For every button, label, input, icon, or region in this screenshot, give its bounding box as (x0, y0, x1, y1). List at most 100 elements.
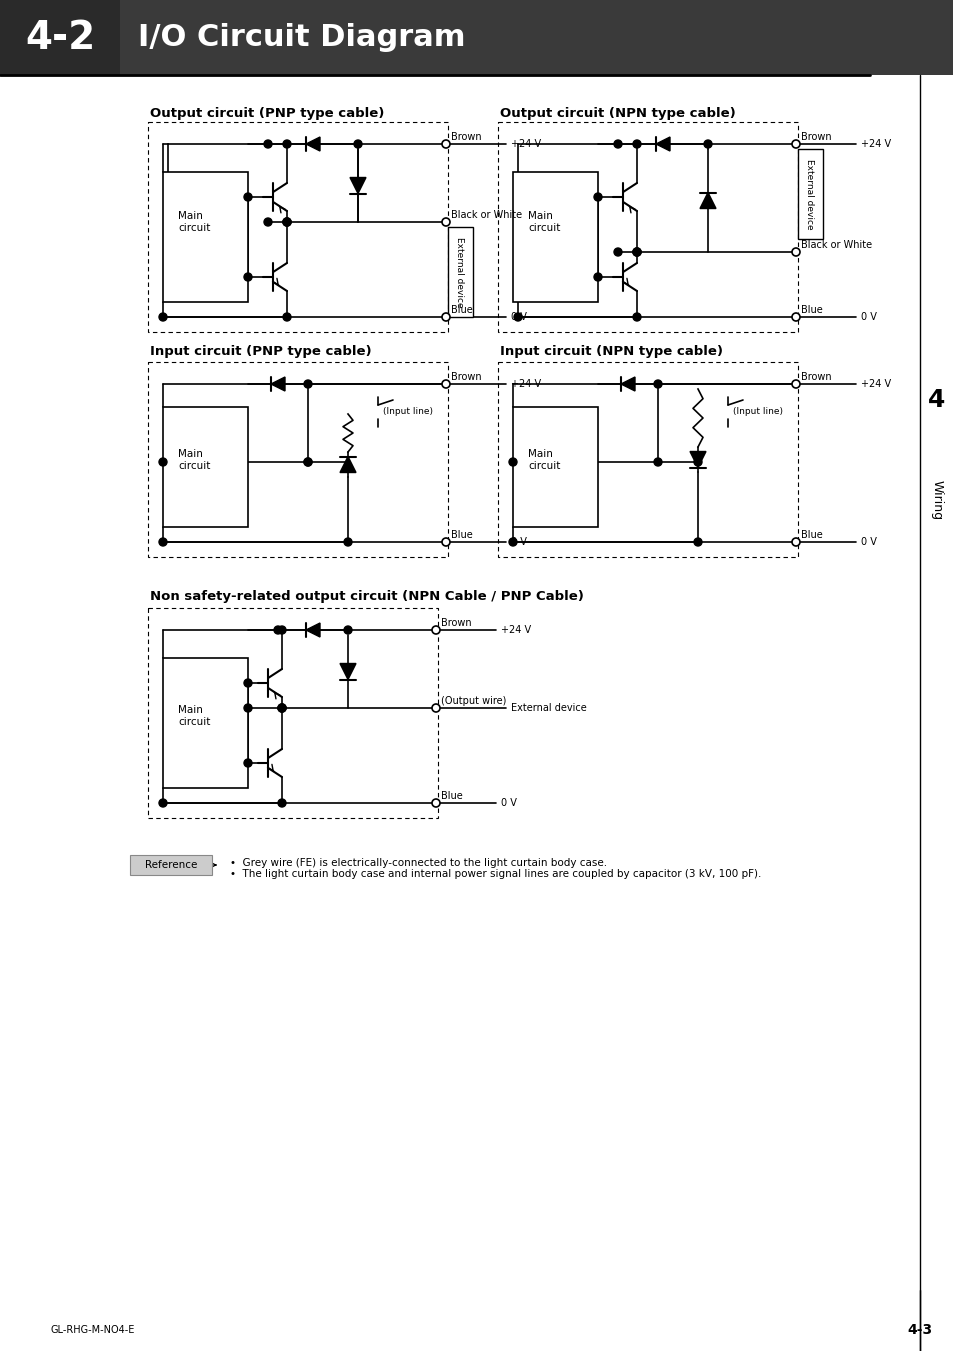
Text: Brown: Brown (440, 617, 471, 628)
Polygon shape (350, 177, 366, 193)
Bar (148, 122, 448, 332)
Circle shape (354, 141, 361, 149)
Circle shape (441, 313, 450, 322)
Circle shape (633, 249, 640, 255)
Circle shape (304, 380, 312, 388)
Polygon shape (620, 377, 635, 390)
Text: +24 V: +24 V (511, 139, 540, 149)
Text: 4-3: 4-3 (906, 1323, 932, 1337)
Bar (497, 362, 797, 557)
Circle shape (264, 218, 272, 226)
Circle shape (159, 313, 167, 322)
Text: GL-RHG-M-NO4-E: GL-RHG-M-NO4-E (50, 1325, 134, 1335)
Circle shape (791, 249, 800, 255)
Text: Brown: Brown (451, 372, 481, 382)
Circle shape (614, 249, 621, 255)
Text: 0 V: 0 V (511, 536, 526, 547)
Circle shape (703, 141, 711, 149)
Text: External device: External device (511, 703, 586, 713)
Bar (148, 362, 448, 557)
Circle shape (633, 249, 640, 255)
Circle shape (633, 141, 640, 149)
Circle shape (344, 538, 352, 546)
Text: Main
circuit: Main circuit (527, 211, 559, 232)
Polygon shape (339, 663, 355, 680)
Text: Blue: Blue (451, 305, 473, 315)
Text: Brown: Brown (801, 132, 831, 142)
Circle shape (277, 704, 286, 712)
Circle shape (244, 704, 252, 712)
Circle shape (264, 141, 272, 149)
Circle shape (654, 458, 661, 466)
Text: 4-2: 4-2 (25, 19, 95, 57)
Circle shape (791, 538, 800, 546)
Bar (130, 855, 212, 875)
Circle shape (693, 458, 701, 466)
Circle shape (693, 538, 701, 546)
Circle shape (304, 458, 312, 466)
Text: +24 V: +24 V (861, 380, 890, 389)
Text: Blue: Blue (801, 305, 821, 315)
Text: Output circuit (PNP type cable): Output circuit (PNP type cable) (150, 107, 384, 120)
Circle shape (274, 626, 282, 634)
Circle shape (441, 538, 450, 546)
Circle shape (277, 704, 286, 712)
Text: +24 V: +24 V (500, 626, 531, 635)
Circle shape (159, 538, 167, 546)
Text: I/O Circuit Diagram: I/O Circuit Diagram (138, 23, 465, 53)
Polygon shape (306, 623, 319, 638)
Circle shape (791, 141, 800, 149)
Circle shape (594, 273, 601, 281)
Circle shape (283, 141, 291, 149)
Text: Blue: Blue (801, 530, 821, 540)
Text: Blue: Blue (440, 790, 462, 801)
Polygon shape (339, 457, 355, 473)
Text: Non safety-related output circuit (NPN Cable / PNP Cable): Non safety-related output circuit (NPN C… (150, 590, 583, 603)
Circle shape (283, 218, 291, 226)
Text: •  Grey wire (FE) is electrically-connected to the light curtain body case.: • Grey wire (FE) is electrically-connect… (230, 858, 606, 867)
Circle shape (614, 141, 621, 149)
Bar (0, 0, 953, 76)
Circle shape (283, 218, 291, 226)
Circle shape (432, 798, 439, 807)
Text: Main
circuit: Main circuit (178, 705, 211, 727)
Bar (0, 0, 120, 76)
Circle shape (791, 313, 800, 322)
Bar (163, 407, 248, 527)
Text: Brown: Brown (801, 372, 831, 382)
Polygon shape (271, 377, 285, 390)
Circle shape (594, 193, 601, 201)
Text: 0 V: 0 V (511, 312, 526, 322)
Circle shape (441, 141, 450, 149)
Circle shape (244, 680, 252, 688)
Circle shape (277, 704, 286, 712)
Circle shape (654, 380, 661, 388)
Bar (163, 658, 248, 788)
Circle shape (441, 218, 450, 226)
Circle shape (244, 759, 252, 767)
Text: 0 V: 0 V (861, 312, 876, 322)
Circle shape (509, 458, 517, 466)
Circle shape (432, 626, 439, 634)
Text: Black or White: Black or White (451, 209, 521, 220)
Text: Main
circuit: Main circuit (178, 211, 211, 232)
Circle shape (441, 380, 450, 388)
Bar (448, 227, 473, 317)
Text: •  The light curtain body case and internal power signal lines are coupled by ca: • The light curtain body case and intern… (230, 869, 760, 880)
Text: +24 V: +24 V (511, 380, 540, 389)
Text: Main
circuit: Main circuit (178, 449, 211, 470)
Circle shape (244, 273, 252, 281)
Text: 0 V: 0 V (500, 798, 517, 808)
Circle shape (514, 313, 521, 322)
Circle shape (283, 313, 291, 322)
Text: Reference: Reference (145, 861, 197, 870)
Circle shape (159, 798, 167, 807)
Text: 4: 4 (927, 388, 944, 412)
Bar (513, 172, 598, 303)
Circle shape (509, 538, 517, 546)
Circle shape (277, 798, 286, 807)
Circle shape (344, 626, 352, 634)
Text: External device: External device (455, 236, 464, 307)
Text: Input circuit (NPN type cable): Input circuit (NPN type cable) (499, 345, 722, 358)
Circle shape (244, 193, 252, 201)
